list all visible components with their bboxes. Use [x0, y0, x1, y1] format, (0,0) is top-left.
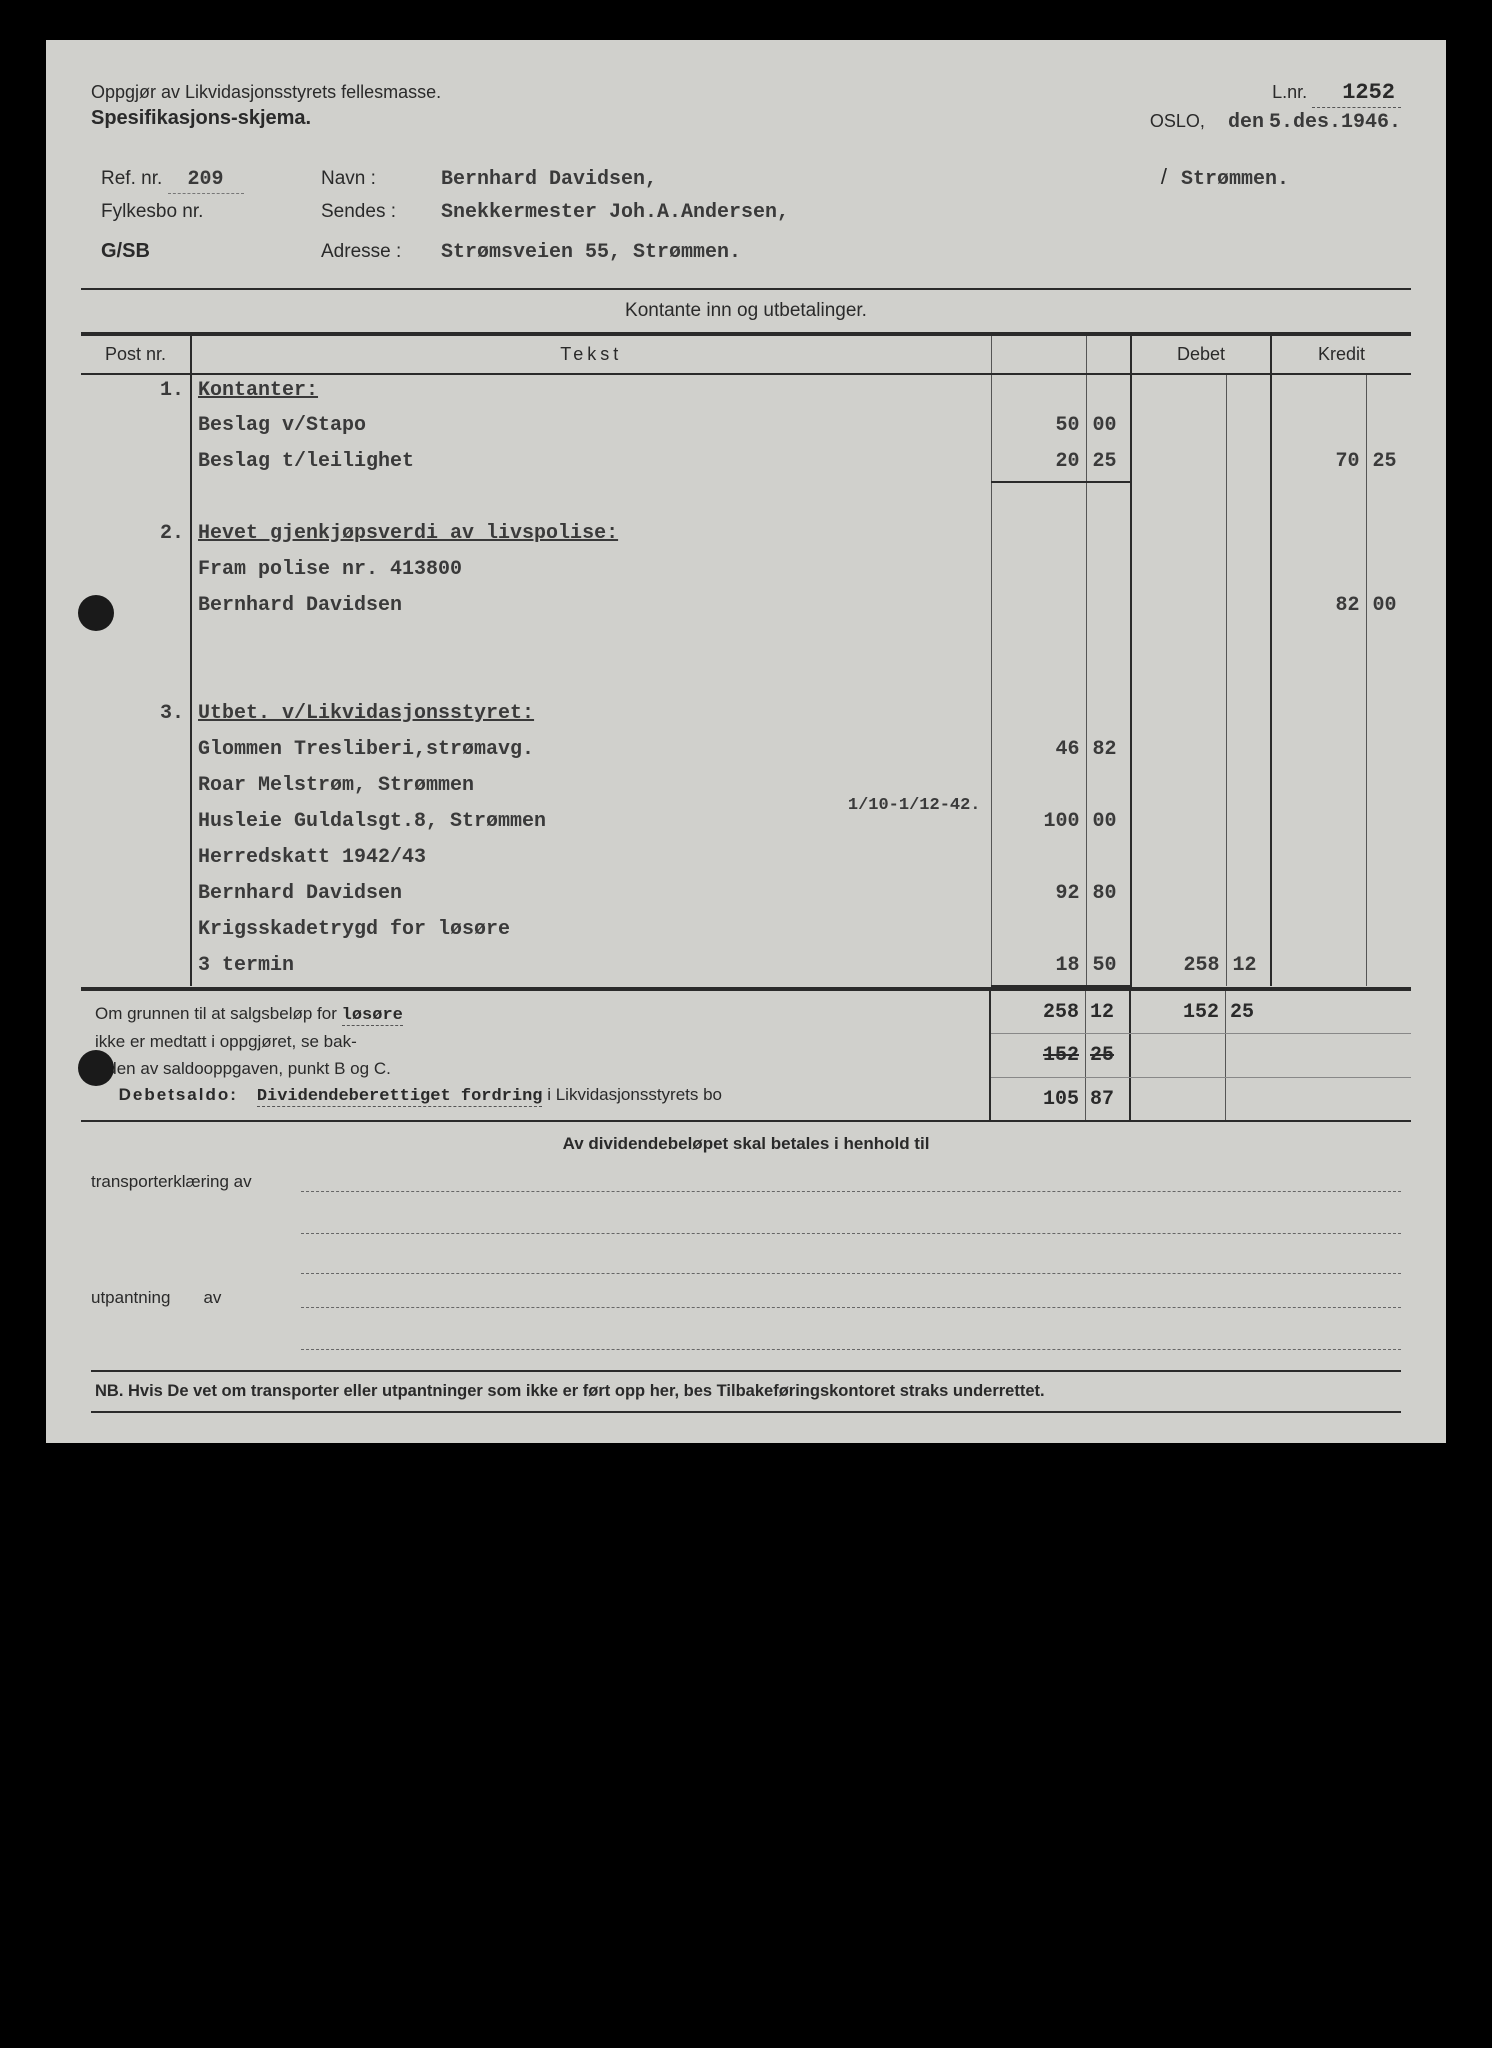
footer-note: Om grunnen til at salgsbeløp for løsøre …	[81, 991, 991, 1120]
sig-row-transport: transporterklæring av	[91, 1172, 1401, 1192]
col-kredit: Kredit	[1271, 335, 1411, 374]
footer-note-l3: siden av saldooppgaven, punkt B og C.	[95, 1059, 391, 1078]
lnr-value: 1252	[1312, 80, 1401, 108]
sendes-value: Snekkermester Joh.A.Andersen,	[441, 201, 789, 224]
adresse-value: Strømsveien 55, Strømmen.	[441, 241, 741, 264]
ledger-row: 1.Kontanter:	[81, 374, 1411, 410]
debetsaldo-label: Debetsaldo:	[119, 1085, 238, 1104]
nb-line: NB. Hvis De vet om transporter eller utp…	[91, 1370, 1401, 1413]
info-block: Ref. nr. 209 Navn : Bernhard Davidsen, /…	[101, 164, 1401, 264]
sig-row-utpantning: utpantning av	[91, 1288, 1401, 1308]
ledger-row: Beslag v/Stapo5000	[81, 410, 1411, 446]
col-post: Post nr.	[81, 335, 191, 374]
navn-place: Strømmen.	[1181, 168, 1401, 191]
ledger-row: 2.Hevet gjenkjøpsverdi av livspolise:	[81, 518, 1411, 554]
footer-total-row: 15225	[991, 1034, 1411, 1077]
sig-line	[301, 1172, 1401, 1192]
lnr-label: L.nr.	[1272, 82, 1307, 102]
ledger-row: Roar Melstrøm, Strømmen	[81, 770, 1411, 806]
punch-hole	[78, 595, 114, 631]
footer-block: Om grunnen til at salgsbeløp for løsøre …	[81, 989, 1411, 1122]
dividend-title: Av dividendebeløpet skal betales i henho…	[91, 1122, 1401, 1158]
punch-hole	[78, 1050, 114, 1086]
place: OSLO,	[1150, 111, 1205, 131]
sig-line	[301, 1240, 1401, 1274]
ledger-row	[81, 482, 1411, 518]
ledger-row: 1/10-1/12-42.Husleie Guldalsgt.8, Strømm…	[81, 806, 1411, 842]
footer-totals: 25812152251522510587	[991, 991, 1411, 1120]
code: G/SB	[101, 240, 321, 263]
ledger-row: Bernhard Davidsen9280	[81, 878, 1411, 914]
ledger-row: Fram polise nr. 413800	[81, 554, 1411, 590]
date-value: 5.des.1946.	[1269, 111, 1401, 134]
title-line2: Spesifikasjons-skjema.	[91, 107, 441, 130]
transport-label: transporterklæring av	[91, 1172, 291, 1192]
debetsaldo-text1: Dividendeberettiget fordring	[257, 1087, 543, 1107]
ledger-row: Bernhard Davidsen8200	[81, 590, 1411, 626]
footer-note-l1: Om grunnen til at salgsbeløp for	[95, 1004, 337, 1023]
footer-note-l1b: løsøre	[342, 1006, 403, 1026]
ref-value: 209	[168, 168, 244, 194]
col-debet: Debet	[1131, 335, 1271, 374]
sendes-label: Sendes :	[321, 201, 441, 223]
utpantning-label: utpantning	[91, 1288, 170, 1307]
adresse-label: Adresse :	[321, 241, 441, 263]
footer-total-row: 10587	[991, 1078, 1411, 1120]
date-prefix: den	[1228, 111, 1264, 134]
ledger-row	[81, 626, 1411, 662]
ledger-row: Beslag t/leilighet20257025	[81, 446, 1411, 482]
debetsaldo-text2: i Likvidasjonsstyrets bo	[547, 1085, 722, 1104]
col-sub	[991, 335, 1086, 374]
slash-divider: /	[1161, 164, 1167, 190]
sig-line	[301, 1200, 1401, 1234]
ledger-table: Post nr. Tekst Debet Kredit 1.Kontanter:…	[81, 332, 1411, 989]
ledger-row: 3.Utbet. v/Likvidasjonsstyret:	[81, 698, 1411, 734]
footer-note-l2: ikke er medtatt i oppgjøret, se bak-	[95, 1032, 357, 1051]
sig-line	[301, 1288, 1401, 1308]
document-page: Oppgjør av Likvidasjonsstyrets fellesmas…	[46, 40, 1446, 1443]
ledger-row	[81, 662, 1411, 698]
ledger-row: Glommen Tresliberi,strømavg.4682	[81, 734, 1411, 770]
sig-line	[301, 1316, 1401, 1350]
col-sub	[1086, 335, 1131, 374]
navn-label: Navn :	[321, 168, 441, 190]
ledger-row: Krigsskadetrygd for løsøre	[81, 914, 1411, 950]
fylkesbo-label: Fylkesbo nr.	[101, 201, 321, 223]
ledger-row: 3 termin185025812	[81, 950, 1411, 986]
ref-label: Ref. nr.	[101, 168, 162, 189]
utpantning-av: av	[203, 1288, 221, 1307]
title-line1: Oppgjør av Likvidasjonsstyrets fellesmas…	[91, 82, 441, 103]
footer-total-row: 2581215225	[991, 991, 1411, 1034]
header: Oppgjør av Likvidasjonsstyrets fellesmas…	[91, 80, 1401, 134]
col-tekst: Tekst	[191, 335, 991, 374]
section-title: Kontante inn og utbetalinger.	[91, 290, 1401, 332]
navn-value: Bernhard Davidsen,	[441, 168, 1147, 191]
ledger-row: Herredskatt 1942/43	[81, 842, 1411, 878]
